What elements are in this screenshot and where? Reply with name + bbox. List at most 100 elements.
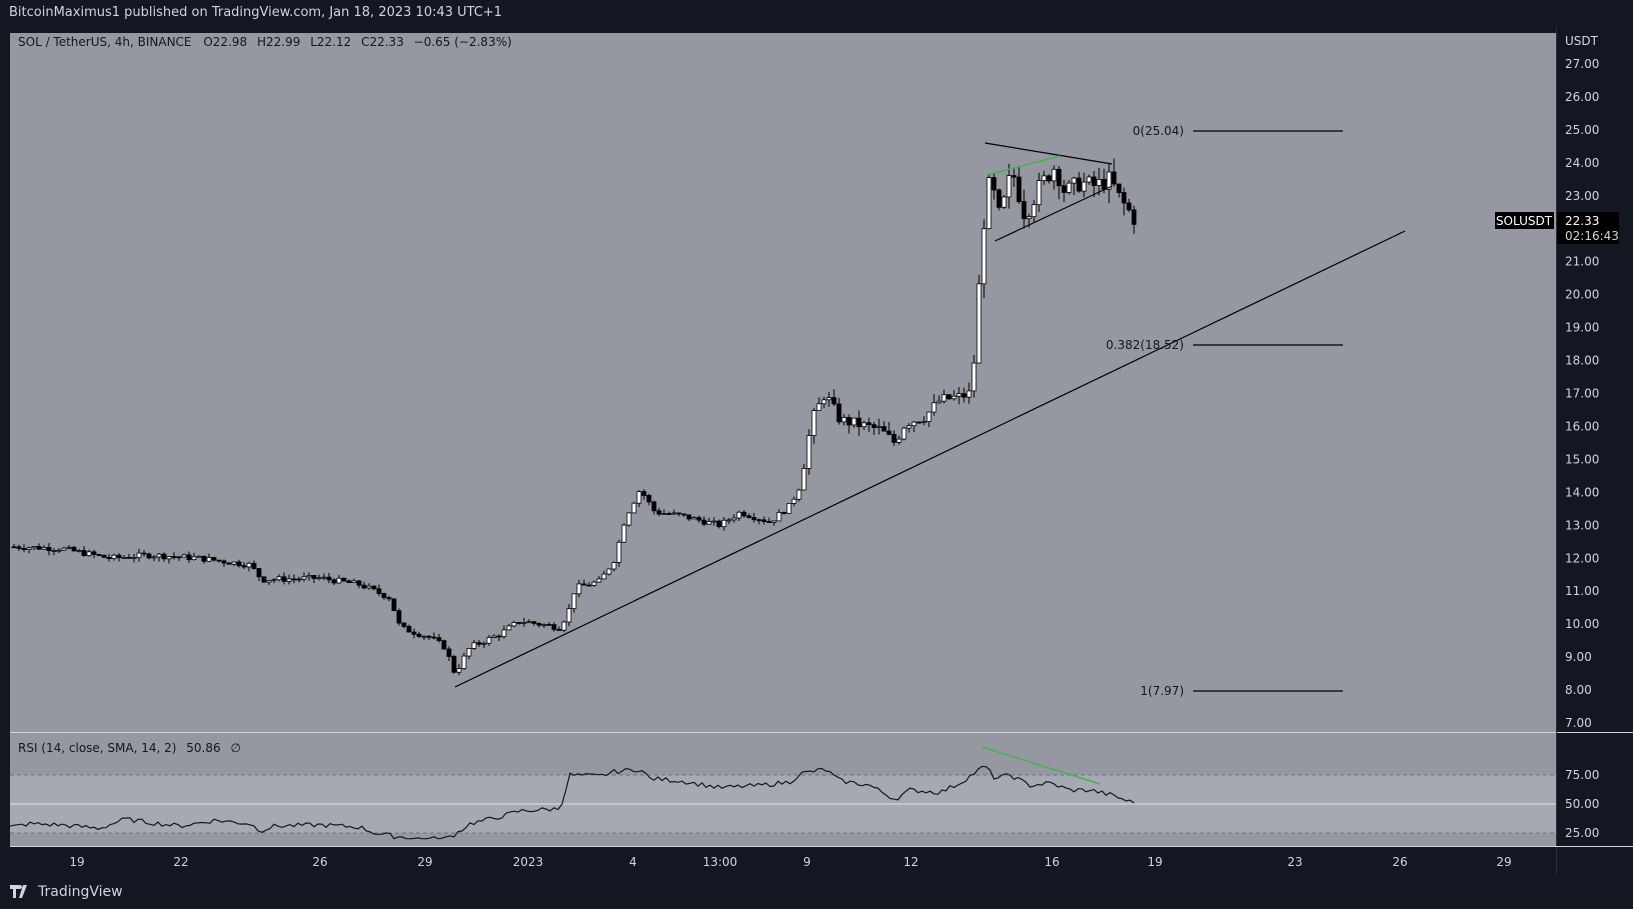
price-tick-label: 14.00 — [1565, 485, 1599, 499]
candle-up — [821, 399, 827, 405]
candle-up — [491, 635, 497, 638]
candle-up — [1041, 175, 1047, 182]
candle-up — [276, 576, 282, 581]
candle-up — [571, 593, 577, 610]
rsi-divergence-line[interactable] — [981, 746, 1101, 785]
candle-down — [946, 394, 952, 400]
candle-up — [151, 556, 157, 559]
candle-up — [1071, 177, 1077, 184]
price-tick-label: 20.00 — [1565, 288, 1599, 302]
fib-label-0382: 0.382(18.52) — [1106, 338, 1184, 352]
price-axis[interactable]: USDT 27.0026.0025.0024.0023.0022.0021.00… — [1565, 34, 1599, 730]
candle-up — [956, 393, 962, 397]
candle-down — [996, 189, 1002, 208]
price-tick-label: 8.00 — [1565, 683, 1592, 697]
candle-up — [796, 489, 802, 500]
price-tick-label: 7.00 — [1565, 716, 1592, 730]
candle-down — [836, 403, 842, 423]
candle-up — [191, 556, 197, 560]
footer: TradingView — [0, 874, 1633, 909]
candle-down — [431, 636, 437, 639]
rsi-axis[interactable]: 75.00 50.00 25.00 — [1565, 768, 1599, 840]
candle-down — [556, 629, 562, 631]
candle-down — [1116, 183, 1122, 193]
candle-down — [1111, 171, 1117, 185]
symbol-tag-bg — [1495, 212, 1554, 229]
candle-up — [576, 583, 582, 595]
candle-up — [506, 625, 512, 631]
candle-up — [771, 520, 777, 523]
candle-up — [481, 642, 487, 645]
candle-down — [376, 588, 382, 594]
main-legend: SOL / TetherUS, 4h, BINANCE O22.98 H22.9… — [18, 35, 512, 49]
price-tick-label: 16.00 — [1565, 419, 1599, 433]
candle-up — [911, 421, 917, 427]
candle-down — [251, 562, 257, 569]
candle-up — [736, 511, 742, 519]
candle-up — [351, 580, 357, 584]
candle-up — [136, 552, 142, 559]
candle-up — [76, 550, 82, 552]
candle-down — [961, 393, 967, 398]
triangle-upper-line[interactable] — [984, 142, 1113, 165]
candle-down — [741, 511, 747, 517]
candle-down — [101, 554, 107, 558]
time-tick-label: 19 — [1147, 855, 1162, 869]
price-tick-label: 10.00 — [1565, 617, 1599, 631]
candle-down — [291, 578, 297, 581]
time-tick-label: 9 — [803, 855, 811, 869]
candle-up — [66, 546, 72, 549]
candle-up — [181, 554, 187, 558]
candle-up — [86, 551, 92, 557]
candle-down — [311, 575, 317, 579]
candle-up — [711, 520, 717, 523]
candle-down — [751, 517, 757, 521]
candle-down — [991, 177, 997, 191]
candle-down — [831, 397, 837, 405]
candle-up — [321, 576, 327, 579]
candle-up — [26, 547, 32, 551]
candle-up — [51, 550, 57, 552]
candle-up — [776, 512, 782, 522]
candle-down — [371, 585, 377, 590]
candle-down — [361, 584, 367, 589]
triangle-lower-line[interactable] — [994, 185, 1113, 242]
price-divergence-line[interactable] — [986, 155, 1061, 176]
candle-up — [121, 556, 127, 559]
time-tick-label: 23 — [1287, 855, 1302, 869]
ascending-support-line[interactable] — [454, 230, 1406, 688]
candle-down — [176, 556, 182, 559]
candle-up — [266, 580, 272, 583]
price-pane[interactable] — [10, 33, 1556, 732]
candle-down — [46, 547, 52, 552]
candle-up — [816, 403, 822, 412]
candle-down — [686, 514, 692, 520]
candle-up — [1031, 204, 1037, 218]
candle-up — [231, 561, 237, 565]
candle-up — [791, 498, 797, 504]
candle-down — [641, 491, 647, 496]
candle-down — [261, 576, 267, 583]
price-tick-label: 24.00 — [1565, 156, 1599, 170]
candle-up — [271, 579, 277, 582]
candle-down — [551, 624, 557, 630]
candle-down — [436, 637, 442, 642]
price-tag-bg — [1557, 212, 1619, 244]
candle-down — [646, 495, 652, 503]
rsi-tick-label: 50.00 — [1565, 797, 1599, 811]
candle-up — [456, 668, 462, 673]
rsi-legend-label: RSI (14, close, SMA, 14, 2) — [18, 741, 176, 755]
price-tick-label: 12.00 — [1565, 551, 1599, 565]
candle-up — [601, 573, 607, 580]
candle-down — [381, 593, 387, 599]
candle-down — [866, 422, 872, 426]
candle-down — [701, 519, 707, 525]
candle-up — [526, 621, 532, 624]
candle-up — [976, 283, 982, 364]
candle-up — [1081, 181, 1087, 192]
candle-up — [876, 426, 882, 429]
time-axis[interactable]: 19 22 26 29 2023 4 13:00 9 12 16 19 23 26 29 — [69, 855, 1511, 869]
candle-down — [11, 546, 17, 549]
candle-down — [116, 554, 122, 558]
